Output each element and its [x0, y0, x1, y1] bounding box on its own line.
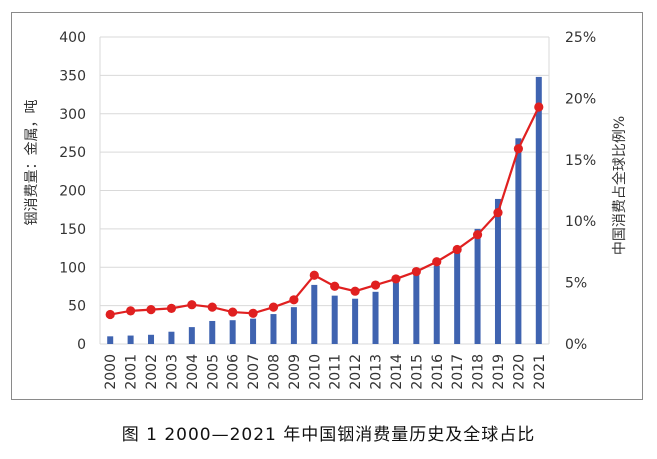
- bar: [494, 198, 501, 344]
- y2-tick-label: 5%: [565, 276, 587, 292]
- y-tick-label: 0: [77, 337, 86, 353]
- share-point: [187, 300, 197, 310]
- bar: [433, 265, 440, 344]
- bar: [107, 336, 114, 344]
- x-tick-label: 2018: [471, 354, 487, 390]
- share-point: [105, 309, 115, 320]
- share-point: [228, 307, 238, 317]
- x-tick-label: 2021: [532, 354, 548, 390]
- share-point: [350, 286, 360, 296]
- y2-tick-label: 15%: [565, 153, 596, 169]
- y2-axis-title: 中国消费占全球比例%: [611, 116, 628, 255]
- bar: [250, 318, 257, 344]
- share-point: [370, 280, 381, 290]
- x-tick-label: 2016: [430, 354, 446, 390]
- x-tick-label: 2014: [389, 354, 405, 390]
- share-point: [268, 302, 279, 312]
- share-point: [432, 257, 442, 267]
- share-point: [146, 305, 156, 315]
- y-tick-label: 50: [68, 299, 86, 315]
- x-tick-label: 2004: [185, 354, 201, 390]
- bar: [290, 307, 297, 344]
- share-line: [110, 106, 540, 316]
- x-tick-label: 2019: [491, 354, 507, 390]
- x-tick-label: 2009: [287, 354, 303, 390]
- x-tick-label: 2005: [205, 354, 221, 390]
- bar: [454, 251, 461, 344]
- x-tick-label: 2011: [328, 354, 344, 390]
- share-point: [391, 274, 401, 284]
- share-point: [166, 303, 177, 313]
- bar: [270, 314, 277, 344]
- share-point: [207, 302, 217, 312]
- y-axis-title: 铟消费量：金属，吨: [24, 100, 40, 226]
- x-tick-label: 2002: [144, 354, 160, 390]
- y-tick-label: 300: [59, 107, 86, 123]
- share-point: [248, 308, 258, 318]
- share-point: [534, 102, 544, 112]
- x-tick-label: 2013: [369, 354, 385, 390]
- x-tick-label: 2007: [246, 354, 262, 390]
- bar: [188, 327, 195, 344]
- x-tick-label: 2008: [266, 354, 282, 390]
- x-tick-label: 2000: [103, 354, 119, 390]
- share-point: [472, 230, 483, 240]
- y2-tick-label: 20%: [565, 91, 596, 107]
- x-tick-label: 2003: [164, 354, 180, 390]
- bar: [209, 320, 216, 344]
- share-point: [289, 295, 299, 305]
- share-point: [126, 306, 136, 316]
- share-point: [452, 244, 462, 255]
- x-tick-label: 2010: [307, 354, 323, 390]
- y2-tick-label: 25%: [565, 30, 596, 46]
- y-tick-label: 250: [59, 145, 86, 161]
- figure-caption: 图 1 2000—2021 年中国铟消费量历史及全球占比: [121, 425, 536, 445]
- y-tick-label: 350: [59, 68, 86, 84]
- bar: [229, 320, 236, 344]
- x-tick-label: 2015: [409, 354, 425, 390]
- share-point: [330, 281, 340, 291]
- y-tick-label: 100: [59, 260, 86, 276]
- figure-frame: 0 50 100 150 200 250 300 350 400 0% 5% 10% 15% 20% 25%…: [11, 12, 643, 400]
- bar: [392, 282, 399, 344]
- bar: [474, 228, 481, 344]
- y-tick-label: 200: [59, 184, 86, 200]
- bar: [127, 335, 134, 344]
- x-tick-label: 2001: [124, 354, 140, 390]
- x-tick-label: 2017: [450, 354, 466, 390]
- share-point: [493, 208, 503, 218]
- share-point: [309, 270, 319, 280]
- bar: [515, 138, 522, 344]
- share-point: [513, 144, 523, 154]
- x-tick-label: 2020: [511, 354, 527, 390]
- bar: [535, 76, 542, 344]
- bar: [168, 331, 175, 344]
- bar: [372, 291, 379, 344]
- bar: [148, 334, 155, 344]
- x-tick-label: 2006: [226, 354, 242, 390]
- y2-tick-label: 10%: [565, 214, 596, 230]
- bar: [413, 274, 420, 344]
- chart: 0 50 100 150 200 250 300 350 400 0% 5% 10% 15% 20% 25%…: [24, 30, 628, 390]
- bar: [331, 295, 338, 344]
- x-tick-label: 2012: [348, 354, 364, 390]
- y-tick-label: 400: [59, 30, 86, 46]
- share-point: [411, 266, 421, 277]
- y-tick-label: 150: [59, 222, 86, 238]
- bar: [352, 298, 359, 344]
- bar: [311, 284, 318, 344]
- y2-tick-label: 0%: [565, 337, 587, 353]
